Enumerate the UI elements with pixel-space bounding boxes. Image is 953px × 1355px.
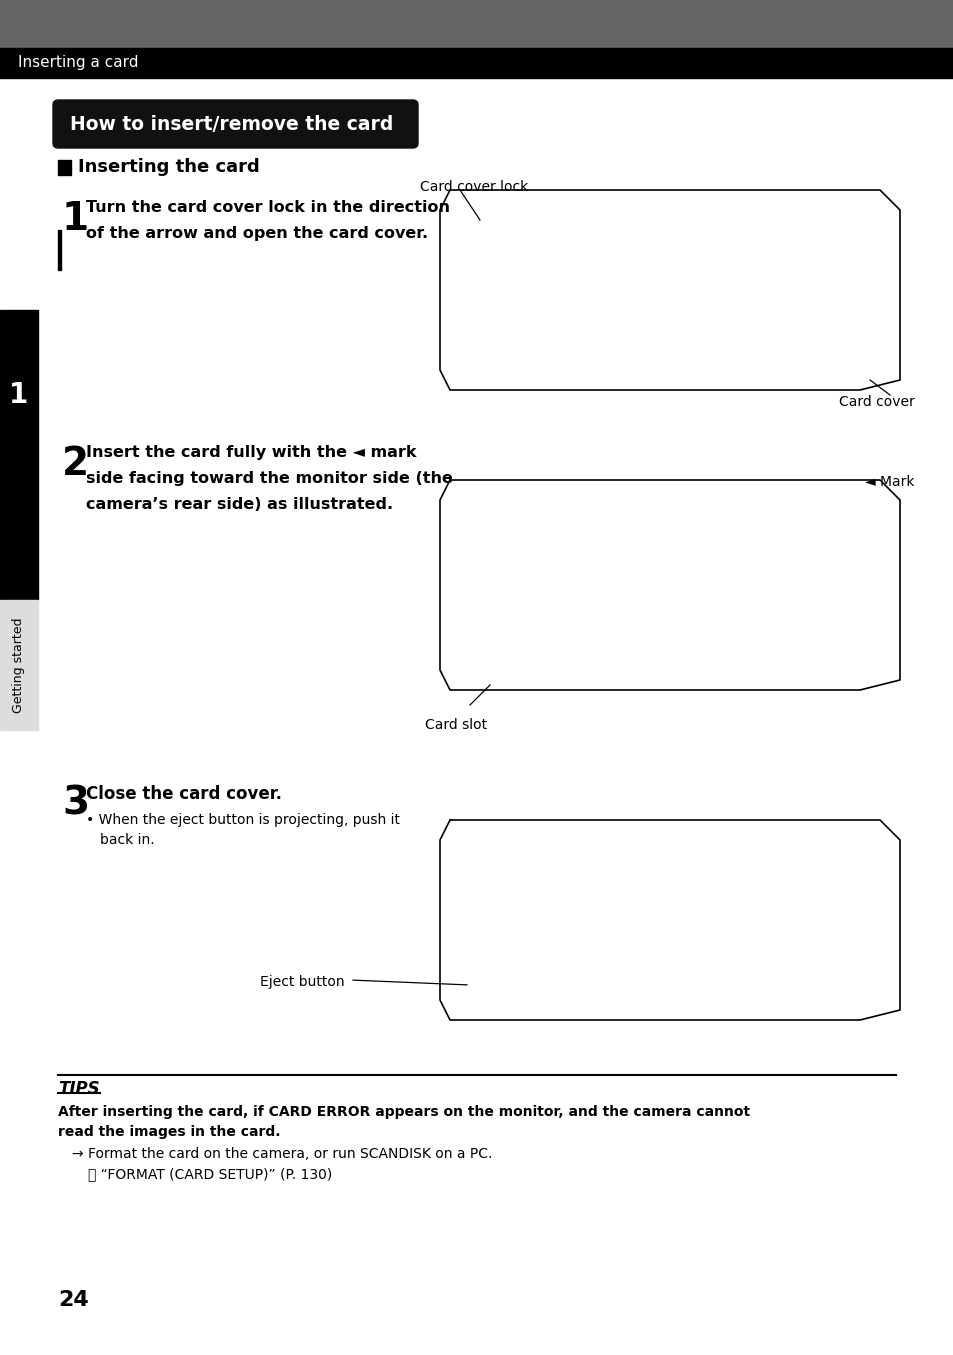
Text: Inserting the card: Inserting the card [78, 159, 259, 176]
Bar [58, 230, 61, 270]
Text: 24: 24 [58, 1290, 89, 1310]
Text: ◄ Mark: ◄ Mark [864, 476, 914, 489]
Bar [0, 47, 953, 79]
FancyBboxPatch shape [53, 100, 417, 148]
Text: side facing toward the monitor side (the: side facing toward the monitor side (the [86, 472, 453, 486]
Text: of the arrow and open the card cover.: of the arrow and open the card cover. [86, 226, 428, 241]
Bar [430, 459, 919, 701]
Bar [0, 0, 953, 47]
Text: Inserting a card: Inserting a card [18, 56, 138, 70]
Text: • When the eject button is projecting, push it: • When the eject button is projecting, p… [86, 813, 399, 827]
Text: How to insert/remove the card: How to insert/remove the card [70, 115, 393, 134]
Text: Eject button: Eject button [260, 976, 345, 989]
Text: 2: 2 [62, 444, 89, 482]
Bar [430, 169, 919, 400]
Text: → Format the card on the camera, or run SCANDISK on a PC.: → Format the card on the camera, or run … [71, 1146, 492, 1161]
Text: Close the card cover.: Close the card cover. [86, 785, 282, 804]
Text: 1: 1 [10, 381, 29, 409]
Text: Turn the card cover lock in the direction: Turn the card cover lock in the directio… [86, 201, 450, 215]
Text: read the images in the card.: read the images in the card. [58, 1125, 280, 1140]
Text: back in.: back in. [100, 833, 154, 847]
Text: After inserting the card, if CARD ERROR appears on the monitor, and the camera c: After inserting the card, if CARD ERROR … [58, 1104, 749, 1119]
Text: Card slot: Card slot [424, 718, 487, 732]
Text: TIPS: TIPS [58, 1080, 99, 1098]
Text: 1: 1 [62, 201, 89, 238]
Text: Card cover: Card cover [839, 396, 914, 409]
Text: camera’s rear side) as illustrated.: camera’s rear side) as illustrated. [86, 497, 393, 512]
Text: 3: 3 [62, 785, 89, 822]
Bar [58, 160, 71, 175]
Text: ␃ “FORMAT (CARD SETUP)” (P. 130): ␃ “FORMAT (CARD SETUP)” (P. 130) [88, 1167, 332, 1182]
Bar [0, 310, 38, 600]
Text: Insert the card fully with the ◄ mark: Insert the card fully with the ◄ mark [86, 444, 416, 459]
Bar [430, 799, 919, 1030]
Text: Card cover lock: Card cover lock [419, 180, 528, 194]
Text: Getting started: Getting started [12, 618, 26, 713]
Bar [0, 600, 38, 730]
